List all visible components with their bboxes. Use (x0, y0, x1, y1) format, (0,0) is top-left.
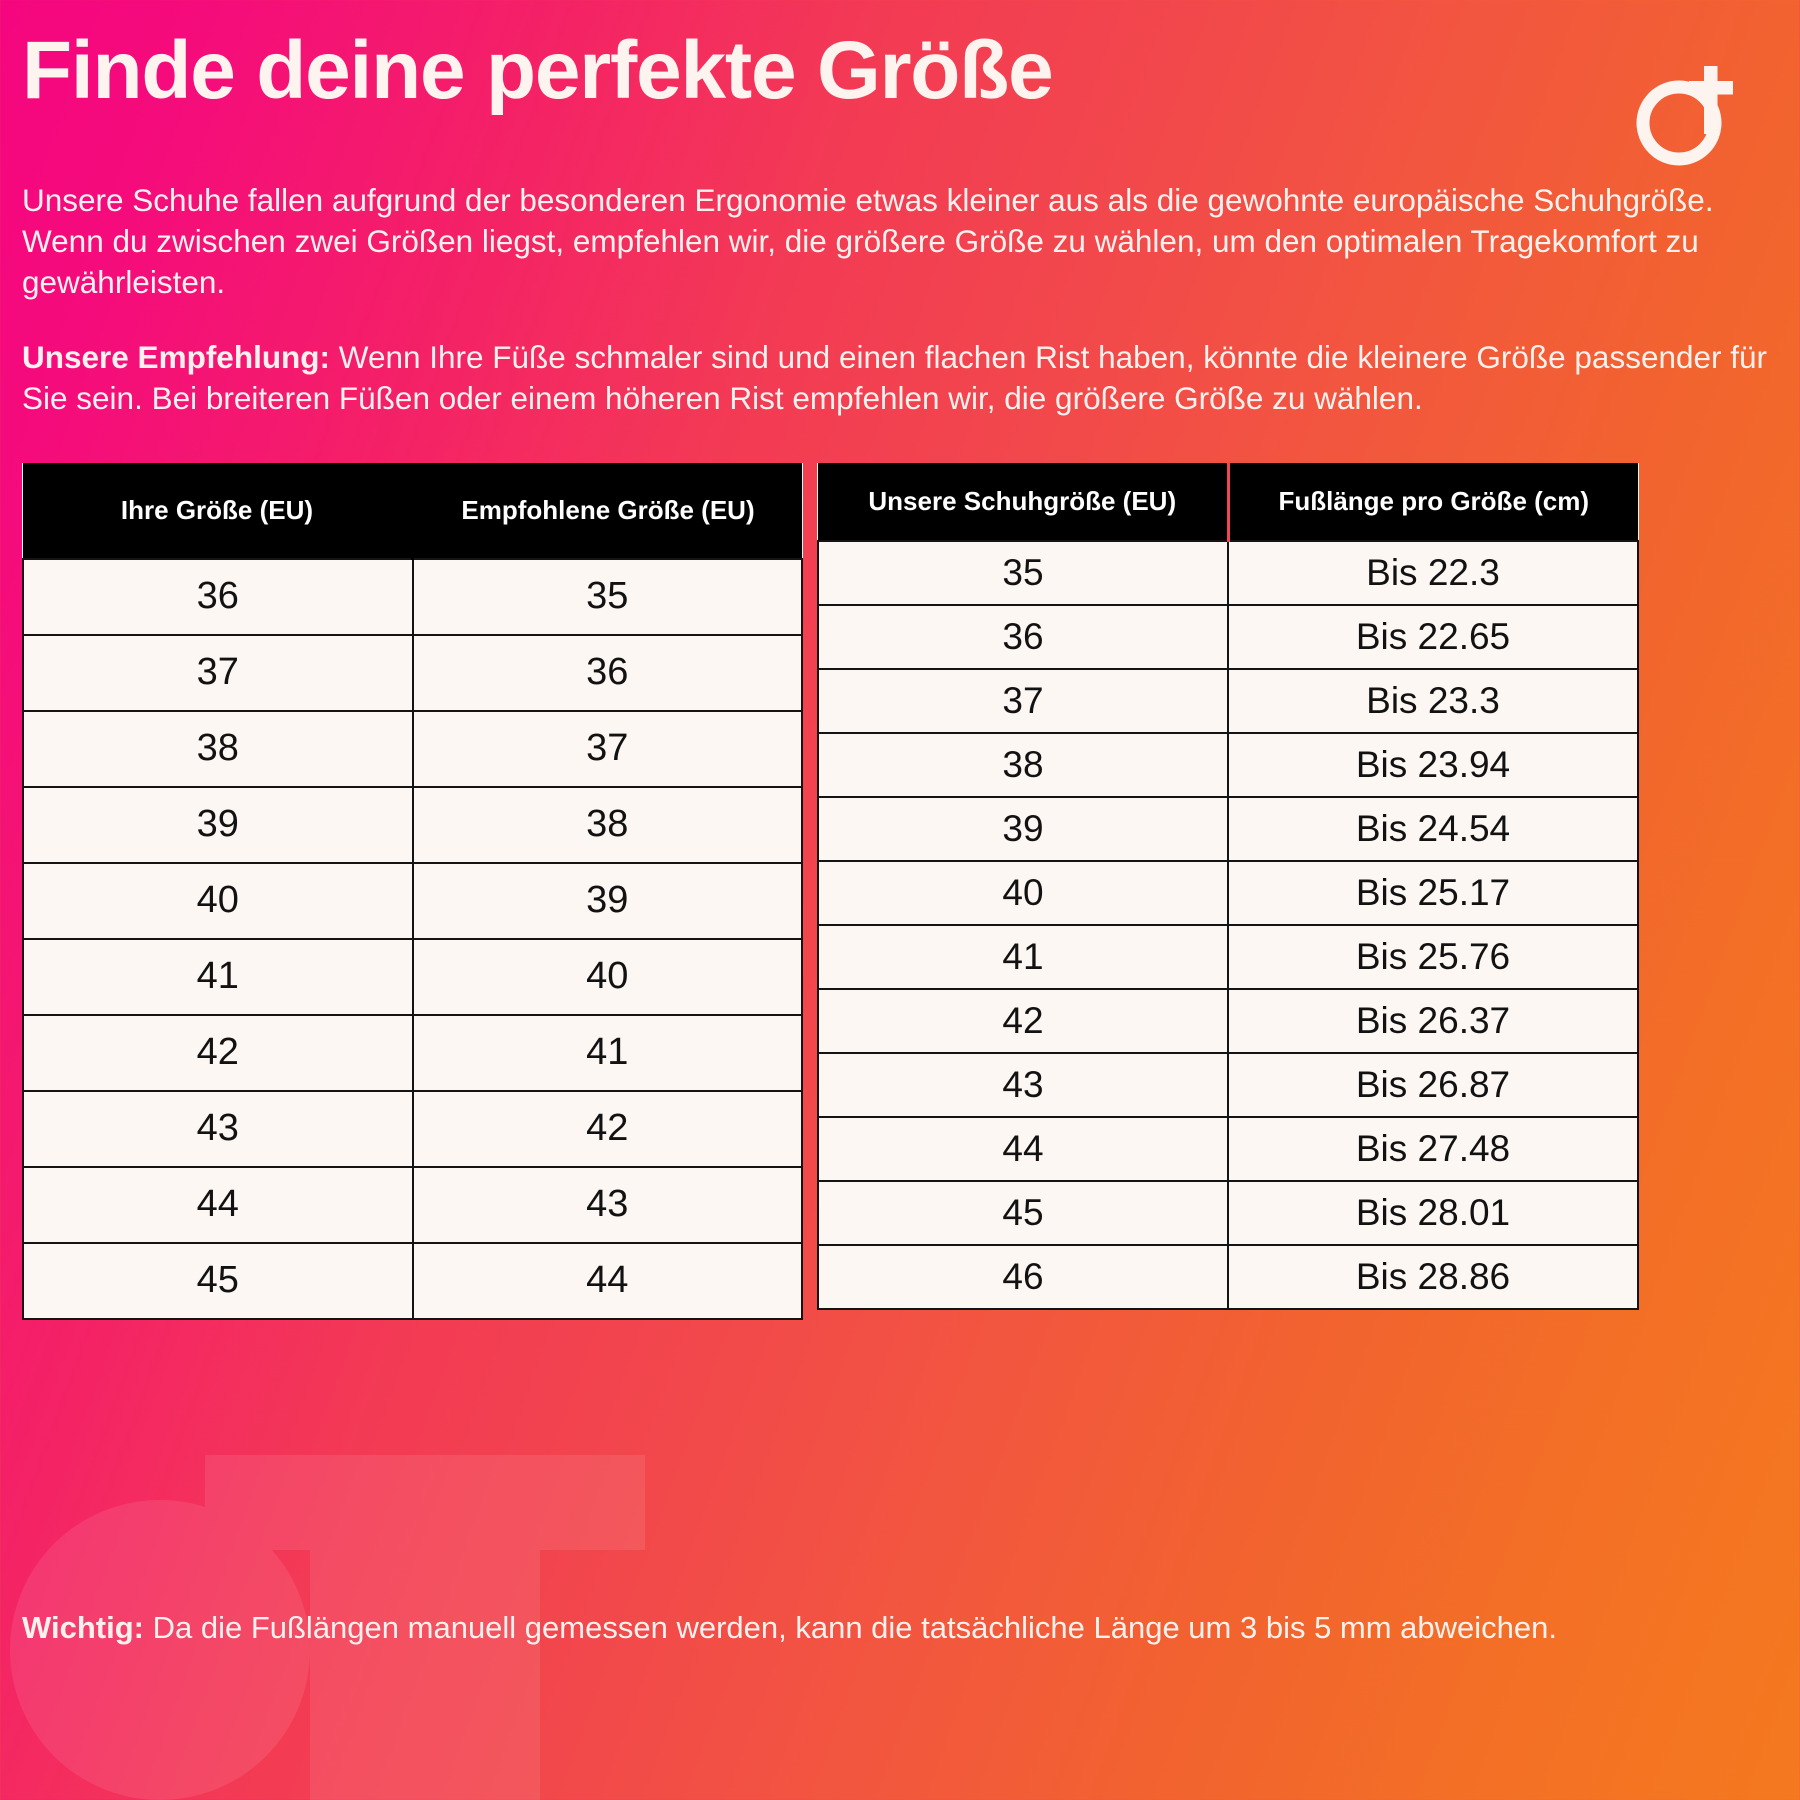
cell-foot-length: Bis 23.3 (1227, 667, 1639, 734)
table-row: 44 Bis 27.48 (817, 1115, 1639, 1182)
important-note: Wichtig: Da die Fußlängen manuell gemess… (22, 1607, 1778, 1650)
table-row: 38 Bis 23.94 (817, 731, 1639, 798)
table-row: 45 Bis 28.01 (817, 1179, 1639, 1246)
table-row: 38 37 (22, 709, 803, 788)
cell-foot-length: Bis 22.65 (1227, 603, 1639, 670)
cell-recommended-size: 42 (411, 1089, 803, 1168)
cell-our-size: 40 (817, 859, 1229, 926)
recommendation-label: Unsere Empfehlung: (22, 338, 331, 375)
footlength-table-body: 35 Bis 22.3 36 Bis 22.65 37 Bis 23.3 38 … (817, 539, 1639, 1310)
table-row: 40 39 (22, 861, 803, 940)
table-row: 37 36 (22, 633, 803, 712)
table-row: 35 Bis 22.3 (817, 539, 1639, 606)
table-row: 43 42 (22, 1089, 803, 1168)
footlength-table-head: Unsere Schuhgröße (EU) Fußlänge pro Größ… (818, 462, 1638, 541)
column-header-your-size: Ihre Größe (EU) (23, 462, 414, 559)
cell-our-size: 43 (817, 1051, 1229, 1118)
intro-paragraph: Unsere Schuhe fallen aufgrund der besond… (22, 182, 1714, 300)
conversion-table-body: 36 35 37 36 38 37 39 38 (22, 557, 803, 1320)
conversion-table-wrapper: Ihre Größe (EU) Empfohlene Größe (EU) 36… (22, 462, 803, 1320)
cell-your-size: 43 (22, 1089, 414, 1168)
table-row: 39 Bis 24.54 (817, 795, 1639, 862)
cell-recommended-size: 40 (411, 937, 803, 1016)
cell-foot-length: Bis 25.76 (1227, 923, 1639, 990)
cell-our-size: 36 (817, 603, 1229, 670)
recommendation-text: Wenn Ihre Füße schmaler sind und einen f… (22, 338, 1768, 416)
cell-foot-length: Bis 26.37 (1227, 987, 1639, 1054)
cell-recommended-size: 36 (411, 633, 803, 712)
cell-foot-length: Bis 26.87 (1227, 1051, 1639, 1118)
table-row: 37 Bis 23.3 (817, 667, 1639, 734)
cell-recommended-size: 39 (411, 861, 803, 940)
cell-recommended-size: 37 (411, 709, 803, 788)
cell-recommended-size: 35 (411, 557, 803, 636)
column-header-foot-length: Fußlänge pro Größe (cm) (1228, 462, 1638, 541)
cell-our-size: 45 (817, 1179, 1229, 1246)
cell-your-size: 36 (22, 557, 414, 636)
table-row: 40 Bis 25.17 (817, 859, 1639, 926)
cell-your-size: 44 (22, 1165, 414, 1244)
cell-your-size: 39 (22, 785, 414, 864)
table-row: 43 Bis 26.87 (817, 1051, 1639, 1118)
column-header-recommended-size: Empfohlene Größe (EU) (412, 462, 802, 559)
cell-your-size: 41 (22, 937, 414, 1016)
cell-recommended-size: 43 (411, 1165, 803, 1244)
table-row: 41 Bis 25.76 (817, 923, 1639, 990)
table-row: 42 Bis 26.37 (817, 987, 1639, 1054)
cell-our-size: 35 (817, 539, 1229, 606)
gender-plus-circle-icon (1632, 50, 1752, 168)
table-header-row: Ihre Größe (EU) Empfohlene Größe (EU) (23, 462, 802, 559)
table-row: 41 40 (22, 937, 803, 1016)
cell-our-size: 37 (817, 667, 1229, 734)
table-row: 44 43 (22, 1165, 803, 1244)
cell-our-size: 46 (817, 1243, 1229, 1310)
cell-recommended-size: 41 (411, 1013, 803, 1092)
table-row: 42 41 (22, 1013, 803, 1092)
cell-foot-length: Bis 23.94 (1227, 731, 1639, 798)
table-row: 39 38 (22, 785, 803, 864)
table-row: 46 Bis 28.86 (817, 1243, 1639, 1310)
cell-our-size: 42 (817, 987, 1229, 1054)
cell-recommended-size: 44 (411, 1241, 803, 1320)
cell-foot-length: Bis 28.86 (1227, 1243, 1639, 1310)
recommendation-paragraph: Unsere Empfehlung: Wenn Ihre Füße schmal… (22, 337, 1778, 419)
cell-your-size: 42 (22, 1013, 414, 1092)
column-header-our-size: Unsere Schuhgröße (EU) (818, 462, 1230, 541)
conversion-table-head: Ihre Größe (EU) Empfohlene Größe (EU) (23, 462, 802, 559)
cell-our-size: 38 (817, 731, 1229, 798)
cell-your-size: 45 (22, 1241, 414, 1320)
cell-your-size: 38 (22, 709, 414, 788)
footlength-table-wrapper: Unsere Schuhgröße (EU) Fußlänge pro Größ… (817, 462, 1639, 1310)
cell-our-size: 39 (817, 795, 1229, 862)
cell-foot-length: Bis 28.01 (1227, 1179, 1639, 1246)
cell-our-size: 41 (817, 923, 1229, 990)
cell-foot-length: Bis 24.54 (1227, 795, 1639, 862)
table-row: 45 44 (22, 1241, 803, 1320)
footlength-table: Unsere Schuhgröße (EU) Fußlänge pro Größ… (817, 462, 1639, 1310)
page-title: Finde deine perfekte Größe (22, 25, 1054, 116)
cell-foot-length: Bis 25.17 (1227, 859, 1639, 926)
cell-recommended-size: 38 (411, 785, 803, 864)
header: Finde deine perfekte Größe (22, 25, 1778, 168)
cell-foot-length: Bis 27.48 (1227, 1115, 1639, 1182)
cell-your-size: 40 (22, 861, 414, 940)
cell-foot-length: Bis 22.3 (1227, 539, 1639, 606)
table-header-row: Unsere Schuhgröße (EU) Fußlänge pro Größ… (818, 462, 1638, 541)
cell-your-size: 37 (22, 633, 414, 712)
important-note-text: Da die Fußlängen manuell gemessen werden… (143, 1610, 1558, 1646)
conversion-table: Ihre Größe (EU) Empfohlene Größe (EU) 36… (22, 462, 803, 1320)
cell-our-size: 44 (817, 1115, 1229, 1182)
table-row: 36 Bis 22.65 (817, 603, 1639, 670)
size-tables: Ihre Größe (EU) Empfohlene Größe (EU) 36… (22, 462, 1778, 1320)
table-row: 36 35 (22, 557, 803, 636)
important-note-label: Wichtig: (22, 1610, 144, 1646)
